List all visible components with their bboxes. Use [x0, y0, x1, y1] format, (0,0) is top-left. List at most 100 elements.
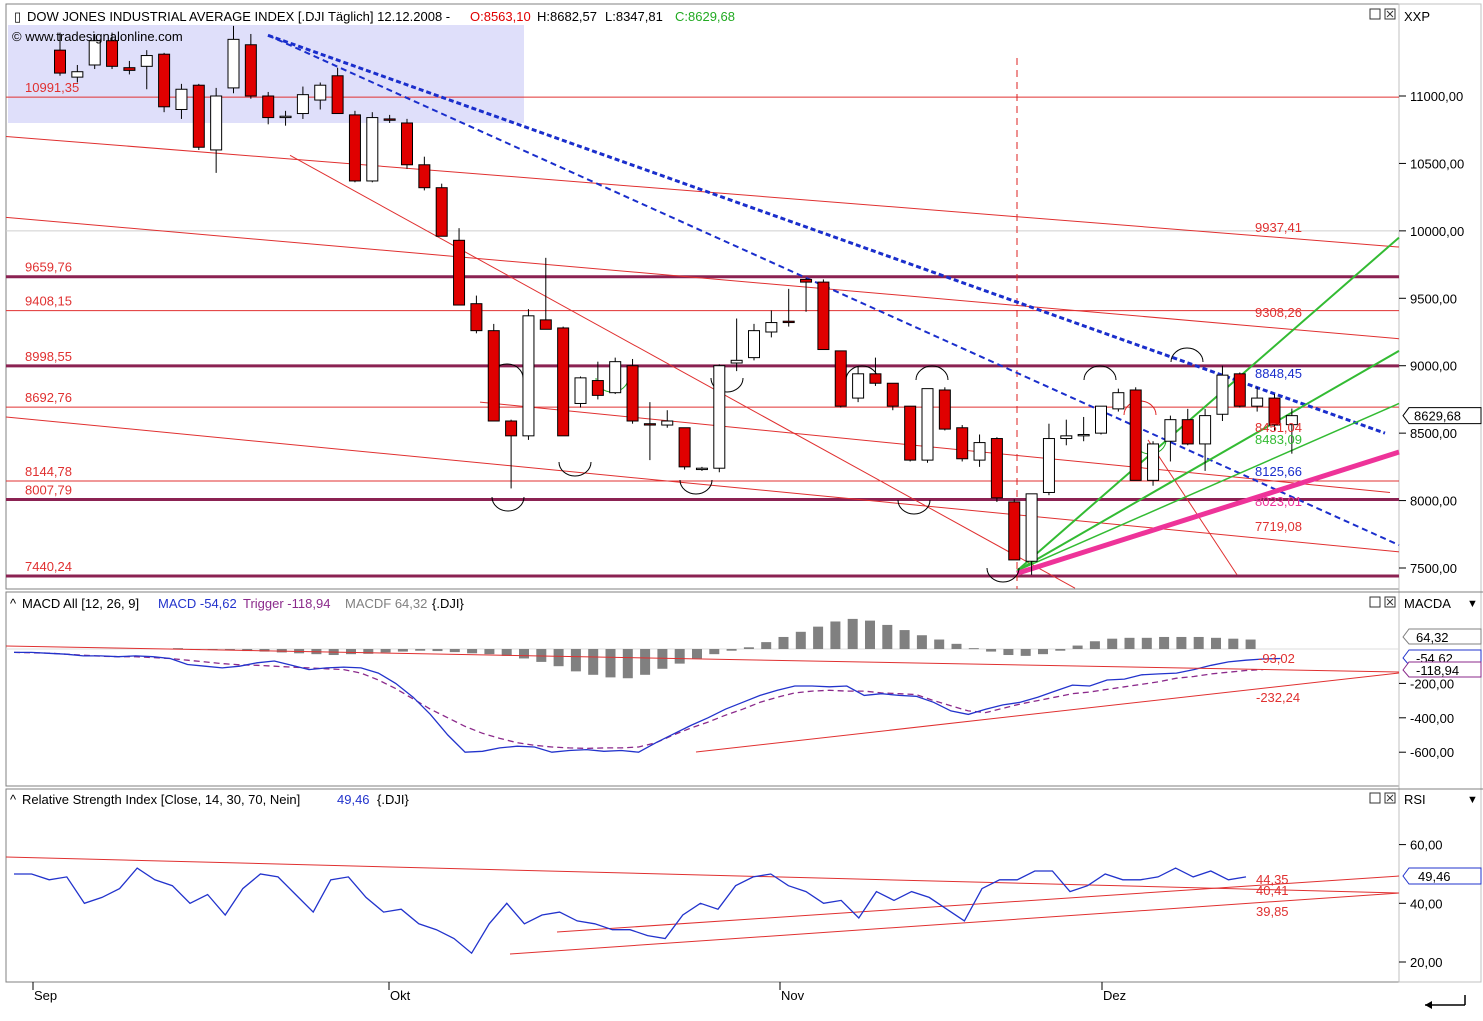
candle-body: [834, 350, 847, 407]
open-value: O:8563,10: [470, 9, 531, 24]
candle-body: [522, 315, 535, 437]
candle-body: [192, 84, 205, 148]
macd-histogram-bar: [415, 649, 426, 651]
green-fan-line: [1016, 236, 1400, 572]
right-level-label: 7719,08: [1255, 519, 1302, 534]
macd-histogram-bar: [1020, 649, 1031, 656]
macd-histogram-bar: [1072, 645, 1083, 649]
price-window-buttons[interactable]: [1369, 8, 1396, 20]
candle-body: [1129, 389, 1142, 481]
last-price-box: [1402, 407, 1482, 425]
candle-body: [678, 427, 691, 468]
level-label: 8007,79: [25, 483, 72, 498]
rsi-axis-label: 60,00: [1410, 838, 1443, 853]
macd-axis-label: -400,00: [1410, 711, 1454, 726]
macd-histogram-bar: [1176, 636, 1187, 649]
macd-histogram-bar: [847, 618, 858, 649]
macd-histogram-bar: [882, 624, 893, 649]
macd-histogram-bar: [899, 630, 910, 649]
candle-body: [314, 84, 327, 101]
right-level-label: 8848,45: [1255, 366, 1302, 381]
pattern-arc: [897, 499, 931, 515]
level-label: 9408,15: [25, 294, 72, 309]
macd-histogram-bar: [1055, 649, 1066, 651]
macd-trend-line: [695, 672, 1400, 753]
macd-histogram-bar: [813, 626, 824, 649]
candle-body: [557, 327, 570, 437]
macd-histogram-bar: [743, 647, 754, 649]
maximize-icon[interactable]: [1369, 8, 1381, 20]
macd-histogram-bar: [570, 649, 581, 672]
rsi-window-buttons[interactable]: ▼: [1369, 792, 1478, 806]
candle-body: [574, 377, 587, 404]
candle-body: [1164, 419, 1177, 442]
price-axis-label: 10500,00: [1410, 156, 1464, 171]
candle-body: [470, 303, 483, 332]
macd-histogram-bar: [640, 649, 651, 675]
macd-histogram-bar: [1089, 641, 1100, 649]
candle-body: [401, 122, 413, 166]
rsi-value-box: [1402, 867, 1482, 885]
candle-body: [1268, 397, 1281, 426]
scroll-arrows-icon[interactable]: [1425, 995, 1466, 1009]
candle-body: [990, 438, 1003, 499]
macd-histogram-bar: [657, 649, 668, 669]
candle-body: [1095, 405, 1107, 434]
level-label: 8998,55: [25, 349, 72, 364]
candle-body: [904, 405, 917, 461]
macd-histogram-bar: [968, 648, 979, 650]
month-label: Dez: [1103, 988, 1126, 1003]
price-axis-label: 8500,00: [1410, 426, 1457, 441]
macd-histogram-bar: [830, 621, 841, 649]
candle-body: [921, 388, 934, 461]
candle-body: [713, 365, 726, 469]
candle-body: [1042, 438, 1055, 493]
candle-body: [366, 117, 379, 182]
macd-histogram-bar: [795, 631, 806, 649]
candle-body: [210, 95, 223, 151]
candle-body: [1025, 493, 1038, 562]
pattern-arc: [558, 461, 592, 477]
candle-body: [591, 380, 604, 396]
dropdown-arrow-icon[interactable]: ▼: [1467, 598, 1478, 610]
price-axis-name: XXP: [1404, 9, 1430, 24]
macd-histogram-bar: [259, 649, 270, 652]
level-label: 7440,24: [25, 559, 72, 574]
right-level-label: 8451,04: [1255, 420, 1302, 435]
green-fan-line: [1016, 402, 1400, 572]
macd-histogram-bar: [484, 649, 495, 655]
right-level-label: 9308,26: [1255, 305, 1302, 320]
maximize-icon[interactable]: [1369, 596, 1381, 608]
macd-histogram-bar: [449, 649, 460, 653]
candle-body: [244, 44, 257, 97]
candle-body: [1285, 415, 1298, 426]
trigger-value: Trigger -118,94: [243, 596, 330, 611]
trend-line: [5, 416, 1400, 553]
rsi-title: Relative Strength Index [Close, 14, 30, …: [22, 792, 300, 807]
pattern-arc: [710, 377, 744, 393]
macd-histogram-bar: [1038, 649, 1048, 655]
dropdown-arrow-icon[interactable]: ▼: [1467, 794, 1478, 806]
macd-histogram-bar: [536, 649, 547, 662]
candle-body: [539, 319, 552, 330]
candle-body: [54, 49, 66, 74]
macd-window-buttons[interactable]: ▼: [1369, 596, 1478, 610]
right-axis-area: [1398, 3, 1482, 983]
rsi-trend-line: [556, 875, 1400, 933]
macd-histogram-bar: [432, 649, 443, 652]
macd-value-box: [1402, 661, 1482, 678]
macd-value-box: [1402, 628, 1482, 645]
macd-histogram-bar: [363, 649, 374, 654]
macd-histogram-bar: [761, 642, 772, 649]
price-title: DOW JONES INDUSTRIAL AVERAGE INDEX [.DJI…: [27, 9, 450, 24]
candle-body: [1112, 392, 1125, 410]
maximize-icon[interactable]: [1369, 792, 1381, 804]
macd-histogram-bar: [934, 639, 945, 649]
rsi-header: ^ Relative Strength Index [Close, 14, 30…: [10, 792, 1426, 807]
candle-body: [123, 67, 136, 71]
macd-header: ^ MACD All [12, 26, 9] MACD -54,62 Trigg…: [10, 596, 1451, 611]
rsi-panel: [5, 788, 1400, 983]
month-label: Sep: [34, 988, 57, 1003]
last-price-label: 8629,68: [1414, 409, 1461, 424]
macd-histogram-bar: [501, 649, 512, 656]
